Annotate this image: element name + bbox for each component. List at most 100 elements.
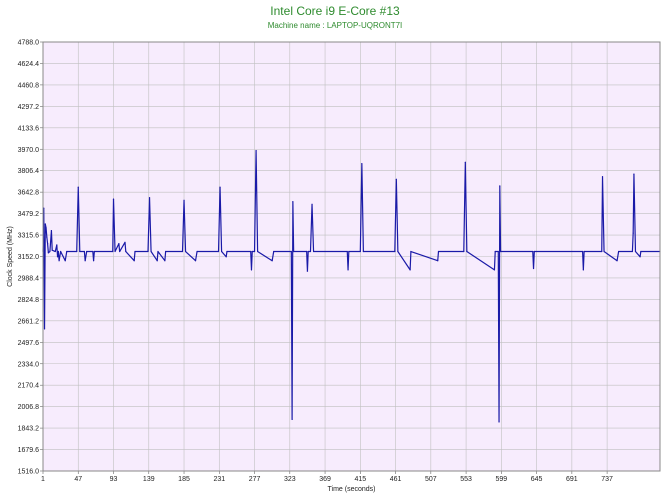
data-point — [361, 163, 363, 165]
y-tick-label: 2006.8 — [18, 404, 40, 411]
data-point — [499, 250, 502, 253]
data-point — [633, 173, 635, 175]
data-point — [60, 250, 62, 253]
y-tick-label: 4788.0 — [18, 40, 40, 47]
data-point — [119, 250, 121, 253]
x-tick-label: 507 — [425, 476, 437, 483]
data-point — [125, 250, 127, 253]
data-point — [359, 250, 361, 253]
data-point — [533, 250, 535, 253]
plot-border — [42, 41, 661, 472]
data-point — [603, 250, 605, 253]
data-point — [312, 250, 315, 253]
data-point — [291, 418, 293, 420]
data-point — [133, 260, 135, 262]
data-point — [498, 421, 500, 423]
data-point — [64, 260, 66, 262]
data-point — [181, 250, 184, 253]
data-point — [134, 250, 136, 253]
data-point — [150, 250, 152, 253]
data-point — [410, 250, 412, 253]
x-tick-label: 461 — [390, 476, 402, 483]
y-tick-label: 3479.2 — [18, 211, 40, 218]
data-point — [57, 250, 59, 253]
data-point — [255, 149, 257, 152]
data-point — [183, 199, 185, 201]
data-point — [394, 250, 396, 253]
data-point — [92, 260, 95, 262]
y-tick-label: 2988.4 — [18, 275, 40, 282]
data-point — [148, 197, 151, 199]
data-point — [56, 244, 58, 246]
grid-lines — [42, 41, 660, 472]
data-point — [54, 250, 56, 253]
data-point — [93, 250, 95, 253]
data-point — [601, 250, 603, 253]
x-tick-label: 139 — [143, 476, 155, 483]
series-line-1 — [42, 149, 660, 423]
data-point — [311, 203, 313, 205]
data-point — [494, 250, 496, 253]
data-point — [45, 227, 47, 229]
data-point — [437, 250, 440, 253]
data-point — [271, 260, 273, 262]
data-point — [251, 250, 253, 253]
y-axis-ticks: 4788.0 4624.4 4460.8 4297.2 4133.6 3970.0 3806… — [18, 40, 43, 476]
data-point — [253, 250, 256, 253]
data-point — [634, 250, 637, 253]
data-point — [165, 250, 167, 253]
data-point — [581, 250, 584, 253]
y-tick-label: 4460.8 — [18, 82, 40, 89]
chart-subtitle: Machine name : LAPTOP-UQRONT7I — [267, 21, 403, 30]
data-point — [395, 178, 397, 181]
data-point — [293, 250, 295, 253]
chart-title: Intel Core i9 E-Core #13 — [270, 4, 400, 18]
data-point — [618, 250, 620, 253]
x-tick-label: 1 — [41, 476, 45, 483]
data-point — [493, 269, 496, 271]
data-point — [583, 250, 585, 253]
data-point — [66, 250, 68, 253]
data-point — [46, 236, 48, 238]
x-tick-label: 185 — [178, 476, 190, 483]
data-point — [307, 250, 309, 253]
data-point — [76, 250, 78, 253]
data-point — [250, 269, 253, 271]
data-point — [79, 250, 81, 253]
data-point — [532, 250, 534, 253]
data-point — [43, 328, 46, 330]
data-point — [51, 249, 53, 251]
x-tick-label: 415 — [354, 476, 366, 483]
data-point — [50, 229, 53, 232]
data-point — [639, 256, 641, 258]
data-point — [601, 176, 604, 178]
data-point — [290, 250, 292, 253]
data-point — [56, 256, 59, 258]
x-tick-label: 93 — [110, 476, 118, 483]
data-point — [47, 252, 49, 254]
data-point — [306, 250, 308, 253]
data-point — [632, 232, 634, 234]
data-point — [466, 250, 468, 253]
y-axis-label: Clock Speed (MHz) — [7, 226, 14, 287]
data-point — [437, 260, 439, 262]
y-tick-label: 1679.6 — [18, 447, 40, 454]
data-point — [397, 250, 399, 253]
y-tick-label: 2497.6 — [18, 340, 40, 347]
data-point — [84, 260, 86, 262]
data-point — [147, 250, 149, 253]
x-axis-label: Time (seconds) — [328, 486, 376, 493]
series-group — [42, 149, 661, 423]
x-tick-label: 47 — [74, 476, 82, 483]
data-point — [273, 250, 275, 253]
data-point — [156, 260, 158, 262]
data-point — [196, 250, 198, 253]
data-point — [92, 250, 94, 253]
x-tick-label: 599 — [495, 476, 507, 483]
y-tick-label: 1843.2 — [18, 426, 40, 433]
data-point — [226, 250, 228, 253]
data-point — [194, 260, 197, 262]
data-point — [124, 241, 126, 243]
data-point — [463, 250, 465, 253]
